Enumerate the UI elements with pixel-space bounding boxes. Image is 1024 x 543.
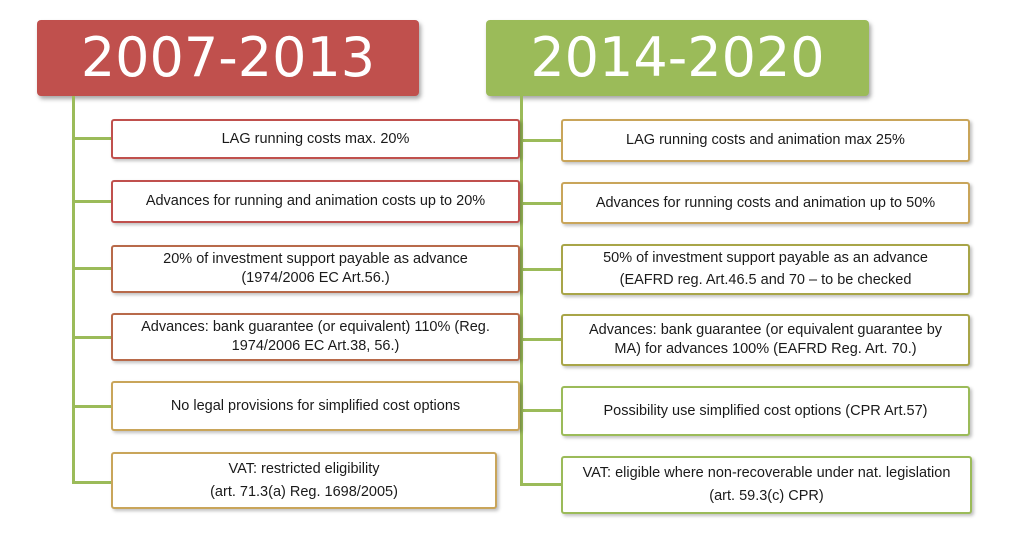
new-period-item-investment-advance: 50% of investment support payable as an … (561, 244, 970, 295)
period-2007-2013-header: 2007-2013 (37, 20, 419, 96)
old-period-item-advances-running-costs: Advances for running and animation costs… (111, 180, 520, 223)
item-text-line: 50% of investment support payable as an … (603, 250, 928, 266)
new-period-item-simplified-costs: Possibility use simplified cost options … (561, 386, 970, 436)
right-branch-connector (520, 409, 562, 412)
old-period-item-lag-running-costs: LAG running costs max. 20% (111, 119, 520, 159)
right-branch-connector (520, 483, 562, 486)
right-branch-connector (520, 139, 562, 142)
right-branch-connector (520, 338, 562, 341)
right-trunk-connector (520, 96, 523, 486)
item-text-line: Advances for running costs and animation… (595, 194, 936, 211)
item-text-line: (art. 71.3(a) Reg. 1698/2005) (210, 483, 398, 500)
left-branch-connector (72, 405, 112, 408)
item-text-line: Possibility use simplified cost options … (603, 402, 928, 419)
new-period-item-lag-running-costs: LAG running costs and animation max 25% (561, 119, 970, 162)
new-period-item-bank-guarantee: Advances: bank guarantee (or equivalent … (561, 314, 970, 366)
item-text-line: (EAFRD reg. Art.46.5 and 70 – to be chec… (619, 272, 912, 288)
right-branch-connector (520, 268, 562, 271)
item-text-line: (1974/2006 EC Art.56.) (241, 270, 390, 286)
item-text-line: Advances for running and animation costs… (145, 193, 486, 209)
item-text-line: MA) for advances 100% (EAFRD Reg. Art. 7… (614, 341, 917, 357)
left-branch-connector (72, 336, 112, 339)
item-text-line: Advances: bank guarantee (or equivalent)… (141, 319, 490, 335)
old-period-item-investment-advance: 20% of investment support payable as adv… (111, 245, 520, 293)
item-text-line: 1974/2006 EC Art.38, 56.) (231, 338, 400, 354)
item-text-line: No legal provisions for simplified cost … (170, 397, 461, 414)
item-text-line: LAG running costs and animation max 25% (626, 132, 905, 148)
item-text-line: Advances: bank guarantee (or equivalent … (588, 322, 943, 338)
new-period-item-advances-running-costs: Advances for running costs and animation… (561, 182, 970, 224)
left-trunk-connector (72, 96, 75, 484)
left-branch-connector (72, 481, 112, 484)
new-period-item-vat: VAT: eligible where non-recoverable unde… (561, 456, 972, 514)
old-period-item-bank-guarantee: Advances: bank guarantee (or equivalent)… (111, 313, 520, 361)
left-branch-connector (72, 137, 112, 140)
item-text-line: VAT: restricted eligibility (228, 460, 380, 477)
old-period-item-simplified-costs: No legal provisions for simplified cost … (111, 381, 520, 431)
right-branch-connector (520, 202, 562, 205)
period-2014-2020-header: 2014-2020 (486, 20, 869, 96)
item-text-line: 20% of investment support payable as adv… (163, 251, 468, 267)
period-2007-2013-title: 2007-2013 (80, 26, 376, 89)
left-branch-connector (72, 200, 112, 203)
item-text-line: VAT: eligible where non-recoverable unde… (582, 465, 951, 481)
left-branch-connector (72, 267, 112, 270)
old-period-item-vat: VAT: restricted eligibility (art. 71.3(a… (111, 452, 497, 509)
period-2014-2020-title: 2014-2020 (530, 26, 825, 89)
item-text-line: (art. 59.3(c) CPR) (709, 488, 824, 504)
item-text-line: LAG running costs max. 20% (221, 130, 410, 147)
